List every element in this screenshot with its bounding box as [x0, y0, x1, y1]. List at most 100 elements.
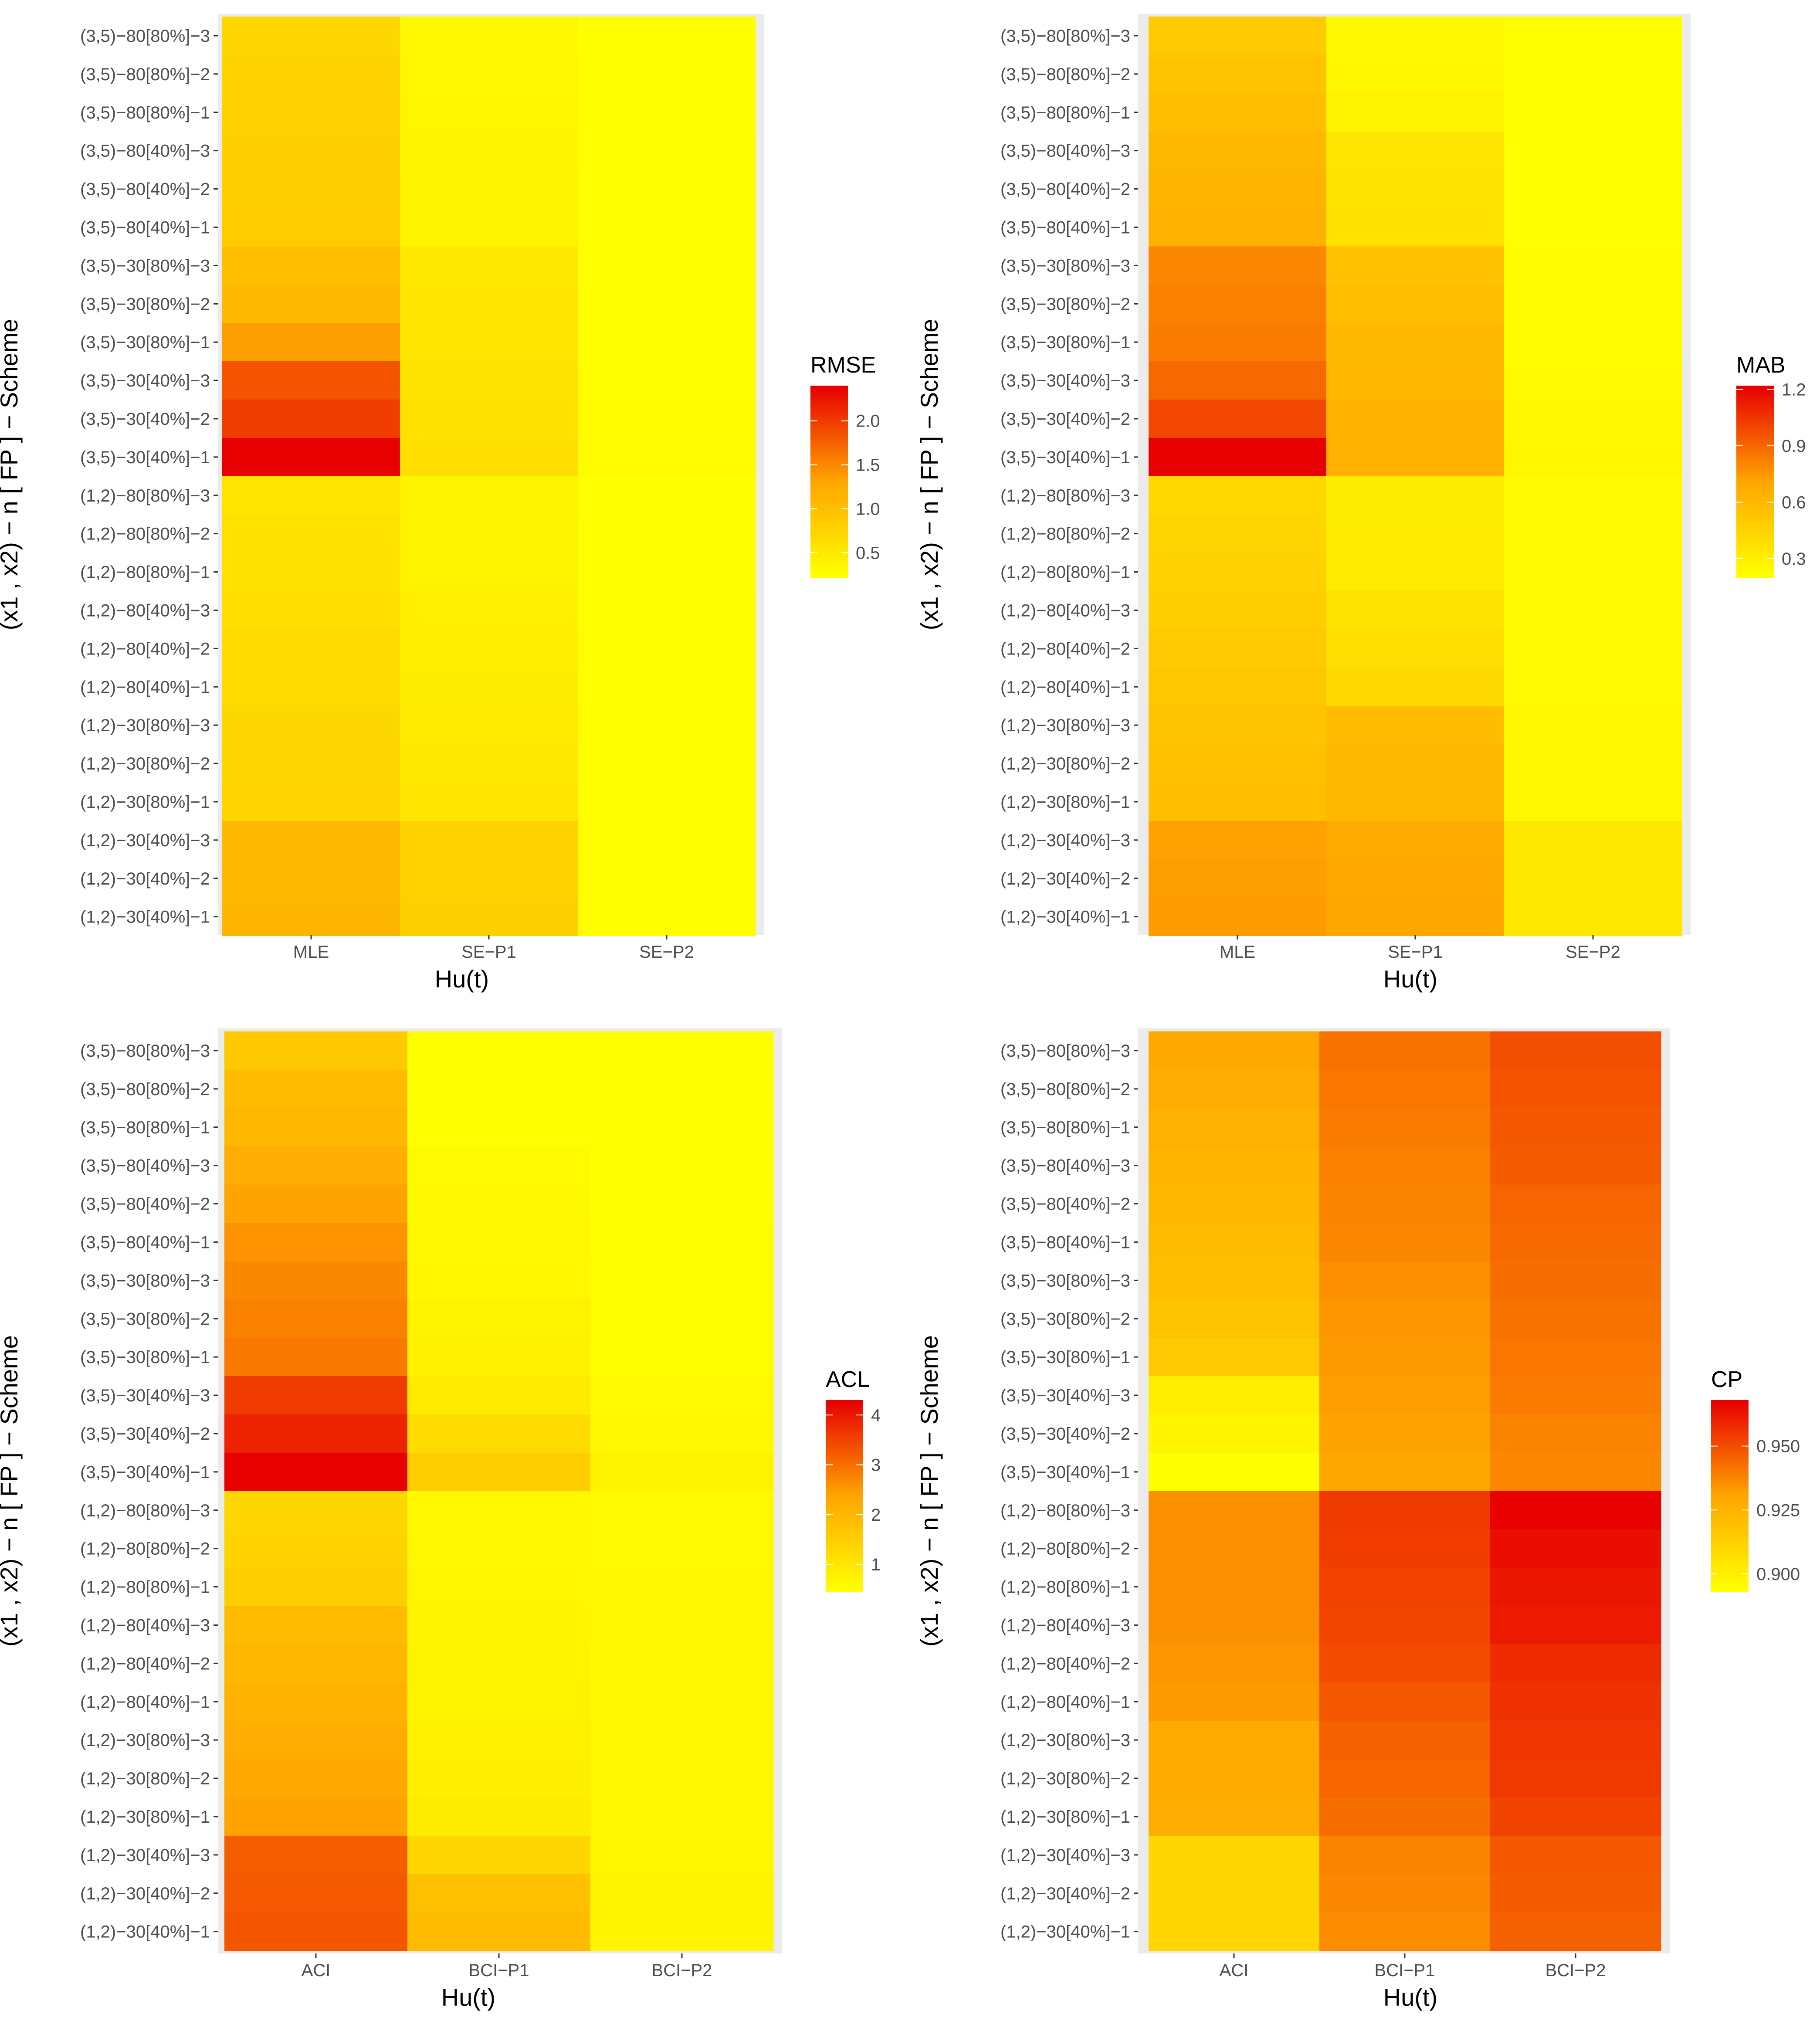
legend-colorbar-segment [826, 1569, 863, 1573]
legend-colorbar-segment [1711, 1413, 1749, 1417]
y-tick-label: (1,2)−80[40%]−3 [1000, 601, 1130, 620]
legend-colorbar-segment [1711, 1576, 1749, 1580]
legend-colorbar-segment [1711, 1492, 1749, 1496]
heatmap-cell [1149, 1031, 1320, 1070]
heatmap-cell [1504, 553, 1682, 591]
heatmap-cell [224, 1031, 408, 1070]
y-tick-label: (3,5)−30[80%]−1 [1000, 333, 1130, 352]
x-tick-label: BCI−P1 [469, 1961, 529, 1980]
y-tick-label: (1,2)−30[80%]−3 [80, 716, 210, 735]
y-tick-label: (3,5)−30[80%]−1 [80, 1348, 210, 1367]
legend-colorbar-segment [810, 398, 848, 402]
heatmap-cell [222, 514, 400, 553]
heatmap-cell [407, 1912, 591, 1951]
legend-colorbar-segment [810, 571, 848, 575]
legend-colorbar-segment [810, 392, 848, 396]
heatmap-panel-acl: (3,5)−80[80%]−3 (3,5)−80[80%]−2 (3,5)−80[8… [0, 1028, 881, 2011]
y-tick-label: (1,2)−80[80%]−3 [1000, 486, 1130, 505]
heatmap-cell [1326, 131, 1505, 170]
heatmap-cell [1149, 1721, 1320, 1760]
heatmap-cell [222, 668, 400, 706]
heatmap-cell [578, 591, 756, 630]
x-tick-label: SE−P2 [1566, 943, 1620, 962]
heatmap-cell [1319, 1835, 1491, 1875]
heatmap-cell [1149, 1644, 1320, 1683]
heatmap-cell [1504, 400, 1682, 438]
heatmap-cell [224, 1567, 408, 1606]
x-tick-label: ACI [1220, 1961, 1249, 1980]
legend-colorbar-segment [1711, 1582, 1749, 1586]
heatmap-cell [1490, 1299, 1661, 1338]
heatmap-cell [400, 246, 578, 285]
heatmap-cell [224, 1835, 408, 1875]
heatmap-cell [224, 1529, 408, 1568]
heatmap-cell [1504, 285, 1682, 323]
legend-colorbar-segment [1736, 558, 1774, 562]
y-tick-label: (1,2)−30[80%]−1 [80, 1807, 210, 1827]
y-tick-label: (3,5)−30[80%]−3 [80, 256, 210, 275]
heatmap-cell [407, 1682, 591, 1721]
y-tick-label: (1,2)−30[40%]−1 [1000, 908, 1130, 927]
legend-colorbar-segment [1711, 1438, 1749, 1442]
legend-colorbar-segment [1736, 491, 1774, 495]
legend-colorbar-segment [826, 1585, 863, 1589]
heatmap-cell [222, 208, 400, 247]
legend-colorbar-segment [826, 1582, 863, 1586]
heatmap-cell [407, 1261, 591, 1300]
heatmap-cell [1504, 208, 1682, 247]
y-tick-label: (1,2)−80[40%]−3 [1000, 1616, 1130, 1635]
heatmap-cell [224, 1721, 408, 1760]
heatmap-cell [1319, 1261, 1491, 1300]
legend-colorbar-segment [1711, 1435, 1749, 1439]
y-tick-label: (1,2)−80[80%]−3 [80, 1501, 210, 1520]
heatmap-cell [578, 821, 756, 860]
legend-colorbar-segment [1711, 1537, 1749, 1541]
heatmap-panel-rmse: (3,5)−80[80%]−3 (3,5)−80[80%]−2 (3,5)−80[8… [0, 14, 880, 993]
legend-colorbar-segment [1711, 1406, 1749, 1410]
heatmap-cell [400, 897, 578, 936]
legend-colorbar-segment [810, 542, 848, 546]
legend-colorbar-segment [1736, 430, 1774, 434]
legend-colorbar-segment [1711, 1496, 1749, 1500]
heatmap-cell [1149, 1184, 1320, 1223]
legend-colorbar-segment [1711, 1534, 1749, 1538]
heatmap-cell [400, 744, 578, 783]
legend-colorbar-segment [810, 440, 848, 444]
heatmap-cell [590, 1721, 774, 1760]
y-tick-label: (1,2)−30[80%]−3 [80, 1731, 210, 1750]
legend-colorbar-segment [810, 488, 848, 492]
legend-colorbar-segment [826, 1540, 863, 1544]
legend-tick-label: 0.950 [1756, 1437, 1800, 1456]
legend-colorbar-segment [1736, 389, 1774, 393]
heatmap-cell [407, 1644, 591, 1683]
heatmap-cell [1149, 1606, 1320, 1645]
legend-colorbar-segment [1736, 411, 1774, 415]
y-tick-label: (1,2)−80[40%]−2 [1000, 639, 1130, 658]
heatmap-cell [578, 897, 756, 936]
legend-colorbar-segment [826, 1528, 863, 1532]
heatmap-cell [1319, 1721, 1491, 1760]
y-tick-label: (3,5)−30[80%]−3 [80, 1271, 210, 1290]
legend-colorbar-segment [1711, 1502, 1749, 1506]
heatmap-cell [222, 246, 400, 285]
heatmap-cell [400, 54, 578, 94]
legend-title: RMSE [810, 353, 876, 378]
heatmap-cell [1326, 476, 1505, 515]
heatmap-cell [578, 476, 756, 515]
legend-colorbar-segment [810, 558, 848, 562]
legend-colorbar-segment [810, 491, 848, 495]
heatmap-cell [1319, 1414, 1491, 1453]
heatmap-cell [578, 744, 756, 783]
legend-colorbar-segment [826, 1435, 863, 1439]
legend-colorbar-segment [810, 516, 848, 520]
heatmap-cell [1326, 591, 1505, 630]
heatmap-cell [1504, 93, 1682, 132]
legend-colorbar-segment [1736, 494, 1774, 498]
legend-colorbar-segment [826, 1448, 863, 1452]
heatmap-cell [1319, 1529, 1491, 1568]
heatmap-cell [1490, 1338, 1661, 1377]
legend-colorbar-segment [826, 1521, 863, 1525]
legend-colorbar-segment [826, 1506, 863, 1509]
heatmap-cell [400, 629, 578, 668]
legend-colorbar-segment [1711, 1464, 1749, 1468]
